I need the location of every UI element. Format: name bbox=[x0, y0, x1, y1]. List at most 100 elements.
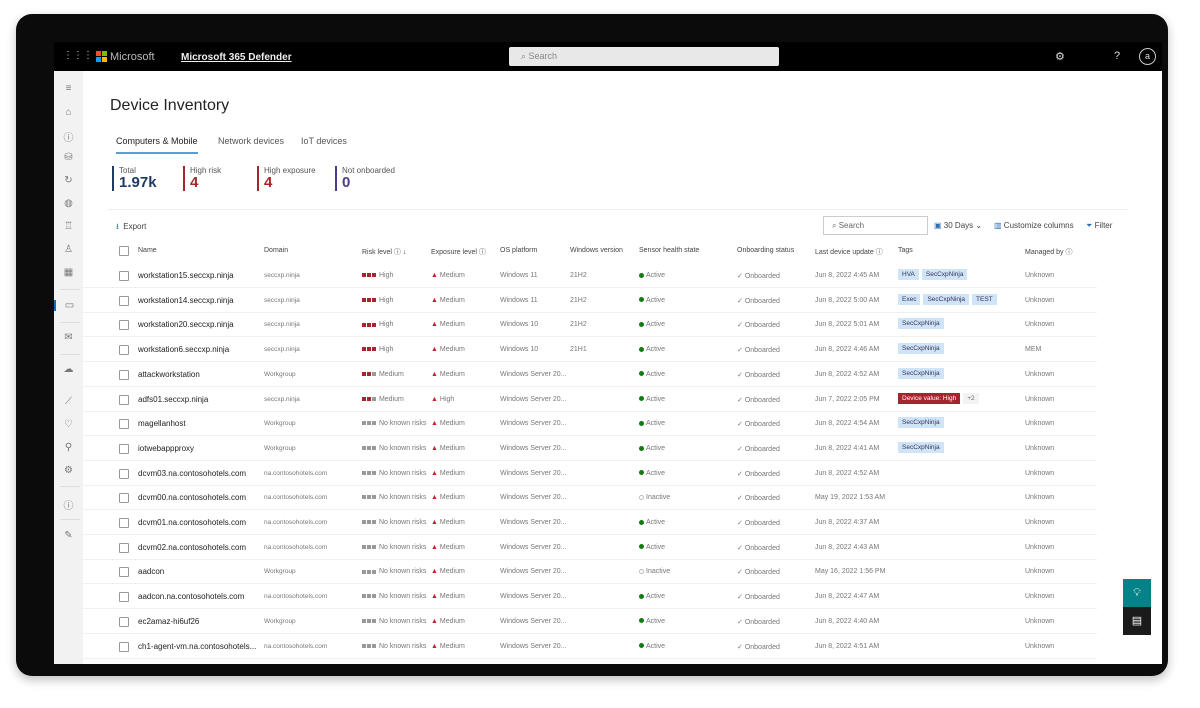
column-header[interactable]: Risk level ⓘ ↓ bbox=[362, 247, 406, 257]
tab-computers-mobile[interactable]: Computers & Mobile bbox=[116, 136, 198, 154]
table-row[interactable]: dcvm02.na.contosohotels.com na.contosoho… bbox=[83, 536, 1097, 560]
row-checkbox[interactable] bbox=[119, 345, 129, 356]
devices-icon[interactable]: ▭ bbox=[54, 300, 83, 311]
hunting-icon[interactable]: ⛁ bbox=[64, 152, 73, 163]
row-checkbox[interactable] bbox=[119, 616, 129, 627]
row-checkbox[interactable] bbox=[119, 468, 129, 479]
date-range-dropdown[interactable]: ▣ 30 Days ⌄ bbox=[934, 221, 982, 230]
trials-icon[interactable]: ▦ bbox=[63, 267, 74, 278]
email-icon[interactable]: ✉ bbox=[64, 332, 73, 343]
row-checkbox[interactable] bbox=[119, 641, 129, 652]
table-row[interactable]: workstation6.seccxp.ninja seccxp.ninja H… bbox=[83, 338, 1097, 363]
column-header[interactable]: Windows version bbox=[570, 247, 623, 254]
row-checkbox[interactable] bbox=[119, 320, 129, 331]
filter-button[interactable]: ⏷ Filter bbox=[1086, 221, 1112, 231]
app-launcher-icon[interactable]: ⋮⋮⋮ bbox=[63, 50, 93, 61]
row-checkbox[interactable] bbox=[119, 271, 129, 281]
tag-badge[interactable]: SecCxpNinja bbox=[921, 269, 968, 280]
table-row[interactable]: iotwebappproxy Workgroup No known risks … bbox=[83, 437, 1097, 461]
row-checkbox[interactable] bbox=[119, 567, 129, 578]
row-checkbox[interactable] bbox=[119, 443, 129, 454]
tag-badge[interactable]: TEST bbox=[972, 293, 997, 305]
health-icon[interactable]: ♡ bbox=[64, 419, 73, 430]
tag-badge[interactable]: HVA bbox=[898, 269, 919, 280]
kpi-card[interactable]: Not onboarded 0 bbox=[335, 166, 395, 191]
row-checkbox[interactable] bbox=[119, 295, 129, 306]
tag-badge[interactable]: SecCxpNinja bbox=[898, 441, 944, 453]
learning-icon[interactable]: ♙ bbox=[64, 244, 73, 255]
table-search-input[interactable]: ⌕ Search bbox=[823, 216, 928, 235]
column-header[interactable]: Tags bbox=[898, 247, 913, 254]
export-button[interactable]: ⭳ Export bbox=[116, 221, 146, 235]
tag-badge[interactable]: Exec bbox=[898, 293, 921, 305]
customize-icon[interactable]: ✎ bbox=[64, 530, 73, 541]
help-question-icon[interactable]: ? bbox=[1114, 50, 1121, 62]
global-search-input[interactable]: ⌕ Search bbox=[509, 47, 779, 66]
menu-icon[interactable]: ≡ bbox=[65, 83, 72, 94]
row-checkbox[interactable] bbox=[119, 493, 129, 504]
table-row[interactable]: dcvm03.na.contosohotels.com na.contosoho… bbox=[83, 462, 1097, 486]
settings-icon[interactable]: ⚙ bbox=[64, 465, 73, 476]
device-name[interactable]: workstation6.seccxp.ninja bbox=[138, 345, 230, 355]
device-name[interactable]: iotwebappproxy bbox=[138, 443, 195, 453]
table-row[interactable]: workstation14.seccxp.ninja seccxp.ninja … bbox=[83, 289, 1097, 313]
cloud-icon[interactable]: ☁ bbox=[63, 364, 74, 375]
column-header[interactable]: Name bbox=[138, 247, 157, 254]
tag-badge[interactable]: SecCxpNinja bbox=[898, 318, 944, 330]
row-checkbox[interactable] bbox=[119, 542, 129, 553]
device-name[interactable]: attackworkstation bbox=[138, 369, 200, 379]
feedback-button[interactable]: ▤ bbox=[1123, 607, 1151, 635]
actions-icon[interactable]: ↻ bbox=[64, 175, 73, 186]
tab-network-devices[interactable]: Network devices bbox=[218, 136, 285, 146]
kpi-card[interactable]: High exposure 4 bbox=[257, 166, 316, 191]
table-row[interactable]: aadcon Workgroup No known risks ▲ Medium… bbox=[83, 560, 1097, 585]
table-row[interactable]: dcvm01.na.contosohotels.com na.contosoho… bbox=[83, 511, 1097, 535]
select-all-checkbox[interactable] bbox=[119, 246, 129, 256]
row-checkbox[interactable] bbox=[119, 419, 129, 430]
row-checkbox[interactable] bbox=[119, 518, 129, 528]
tag-badge[interactable]: SecCxpNinja bbox=[898, 417, 944, 429]
device-name[interactable]: ch1-agent-vm.na.contosohotels... bbox=[138, 641, 257, 651]
gear-icon[interactable]: ⚙ bbox=[1055, 51, 1065, 63]
device-name[interactable]: dcvm03.na.contosohotels.com bbox=[138, 468, 247, 478]
device-name[interactable]: workstation20.seccxp.ninja bbox=[138, 320, 234, 330]
row-checkbox[interactable] bbox=[119, 369, 129, 380]
kpi-card[interactable]: Total 1.97k bbox=[112, 166, 157, 191]
column-header[interactable]: Sensor health state bbox=[639, 247, 699, 254]
more-tags-badge[interactable]: +2 bbox=[963, 392, 979, 404]
table-row[interactable]: ec2amaz-hi6uf26 Workgroup No known risks… bbox=[83, 610, 1097, 634]
column-header[interactable]: Domain bbox=[264, 247, 288, 254]
device-name[interactable]: workstation15.seccxp.ninja bbox=[138, 271, 234, 280]
customize-columns-button[interactable]: ▥ Customize columns bbox=[994, 221, 1074, 230]
row-checkbox[interactable] bbox=[119, 394, 129, 405]
device-name[interactable]: aadcon.na.contosohotels.com bbox=[138, 592, 245, 602]
tab-iot-devices[interactable]: IoT devices bbox=[301, 136, 347, 146]
table-row[interactable]: workstation20.seccxp.ninja seccxp.ninja … bbox=[83, 313, 1097, 338]
device-name[interactable]: aadcon bbox=[138, 567, 165, 577]
device-name[interactable]: workstation14.seccxp.ninja bbox=[138, 295, 234, 305]
device-name[interactable]: dcvm02.na.contosohotels.com bbox=[138, 542, 247, 552]
avatar[interactable]: a bbox=[1139, 48, 1156, 65]
device-name[interactable]: ec2amaz-hi6uf26 bbox=[138, 616, 200, 626]
table-row[interactable]: magellanhost Workgroup No known risks ▲ … bbox=[83, 412, 1097, 437]
table-row[interactable]: attackworkstation Workgroup Medium ▲ Med… bbox=[83, 363, 1097, 387]
table-row[interactable]: dcvm00.na.contosohotels.com na.contosoho… bbox=[83, 486, 1097, 511]
device-name[interactable]: dcvm01.na.contosohotels.com bbox=[138, 518, 247, 527]
reports-icon[interactable]: ⟋ bbox=[65, 396, 72, 407]
device-name[interactable]: dcvm00.na.contosohotels.com bbox=[138, 493, 247, 503]
column-header[interactable]: Managed by ⓘ bbox=[1025, 247, 1072, 257]
tag-badge[interactable]: SecCxpNinja bbox=[923, 293, 970, 305]
threat-analytics-icon[interactable]: ◍ bbox=[64, 198, 73, 209]
permissions-icon[interactable]: ⚲ bbox=[64, 442, 73, 453]
secure-score-icon[interactable]: ♖ bbox=[64, 221, 73, 232]
kpi-card[interactable]: High risk 4 bbox=[183, 166, 221, 191]
device-name[interactable]: magellanhost bbox=[138, 419, 186, 429]
column-header[interactable]: Exposure level ⓘ bbox=[431, 247, 486, 257]
table-row[interactable]: aadcon.na.contosohotels.com na.contosoho… bbox=[83, 585, 1097, 610]
tag-badge[interactable]: SecCxpNinja bbox=[898, 343, 944, 355]
table-row[interactable]: workstation15.seccxp.ninja seccxp.ninja … bbox=[83, 264, 1097, 288]
row-checkbox[interactable] bbox=[119, 592, 129, 603]
product-link[interactable]: Microsoft 365 Defender bbox=[181, 52, 292, 63]
column-header[interactable]: OS platform bbox=[500, 247, 537, 254]
info-icon[interactable]: ⓘ bbox=[63, 501, 74, 512]
